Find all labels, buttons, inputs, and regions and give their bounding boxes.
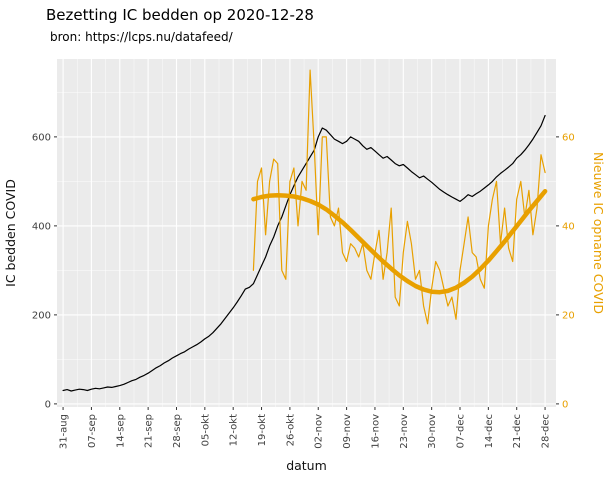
- series-opnames-trend-line: [251, 188, 548, 295]
- y-left-tick-label: 600: [32, 132, 51, 143]
- y-right-tick-label: 60: [562, 132, 575, 143]
- x-tick-label: 28-dec: [541, 414, 552, 448]
- y-right-axis-title: Nieuwe IC opname COVID: [591, 152, 606, 314]
- x-tick-label: 19-okt: [257, 414, 268, 446]
- chart-canvas: 31-aug 07-sep 14-sep 21-sep 28-sep 05-okt 12-o…: [3, 59, 606, 473]
- y-right-tick-label: 20: [562, 310, 575, 321]
- y-left-axis-title: IC bedden COVID: [3, 179, 18, 287]
- y-left-tick-label: 0: [45, 399, 51, 410]
- y-left-tick-label: 200: [32, 310, 51, 321]
- x-tick-label: 05-okt: [200, 414, 211, 446]
- panel-background: [57, 59, 556, 407]
- x-tick-label: 12-okt: [229, 414, 240, 446]
- x-tick-label: 02-nov: [314, 414, 325, 449]
- y-right-tick-label: 40: [562, 221, 575, 232]
- x-tick-label: 23-nov: [399, 414, 410, 449]
- y-right-tick-label: 0: [562, 399, 568, 410]
- x-tick-label: 21-sep: [144, 414, 155, 448]
- x-tick-label: 14-dec: [484, 414, 495, 448]
- x-axis-title: datum: [286, 458, 327, 473]
- chart-title: Bezetting IC bedden op 2020-12-28: [46, 6, 314, 24]
- x-tick-label: 21-dec: [512, 414, 523, 448]
- series-nieuwe-opnames-line: [252, 69, 546, 325]
- x-tick-label: 30-nov: [427, 414, 438, 449]
- x-tick-label: 14-sep: [115, 414, 126, 448]
- x-tick-label: 31-aug: [59, 414, 70, 449]
- x-tick-label: 09-nov: [342, 414, 353, 449]
- x-tick-label: 07-sep: [87, 414, 98, 448]
- x-tick-label: 28-sep: [172, 414, 183, 448]
- x-tick-label: 26-okt: [285, 414, 296, 446]
- series-ic-bedden-line: [62, 114, 546, 392]
- x-tick-label: 16-nov: [371, 414, 382, 449]
- chart-subtitle: bron: https://lcps.nu/datafeed/: [50, 30, 233, 44]
- x-tick-label: 07-dec: [456, 414, 467, 448]
- y-left-tick-label: 400: [32, 221, 51, 232]
